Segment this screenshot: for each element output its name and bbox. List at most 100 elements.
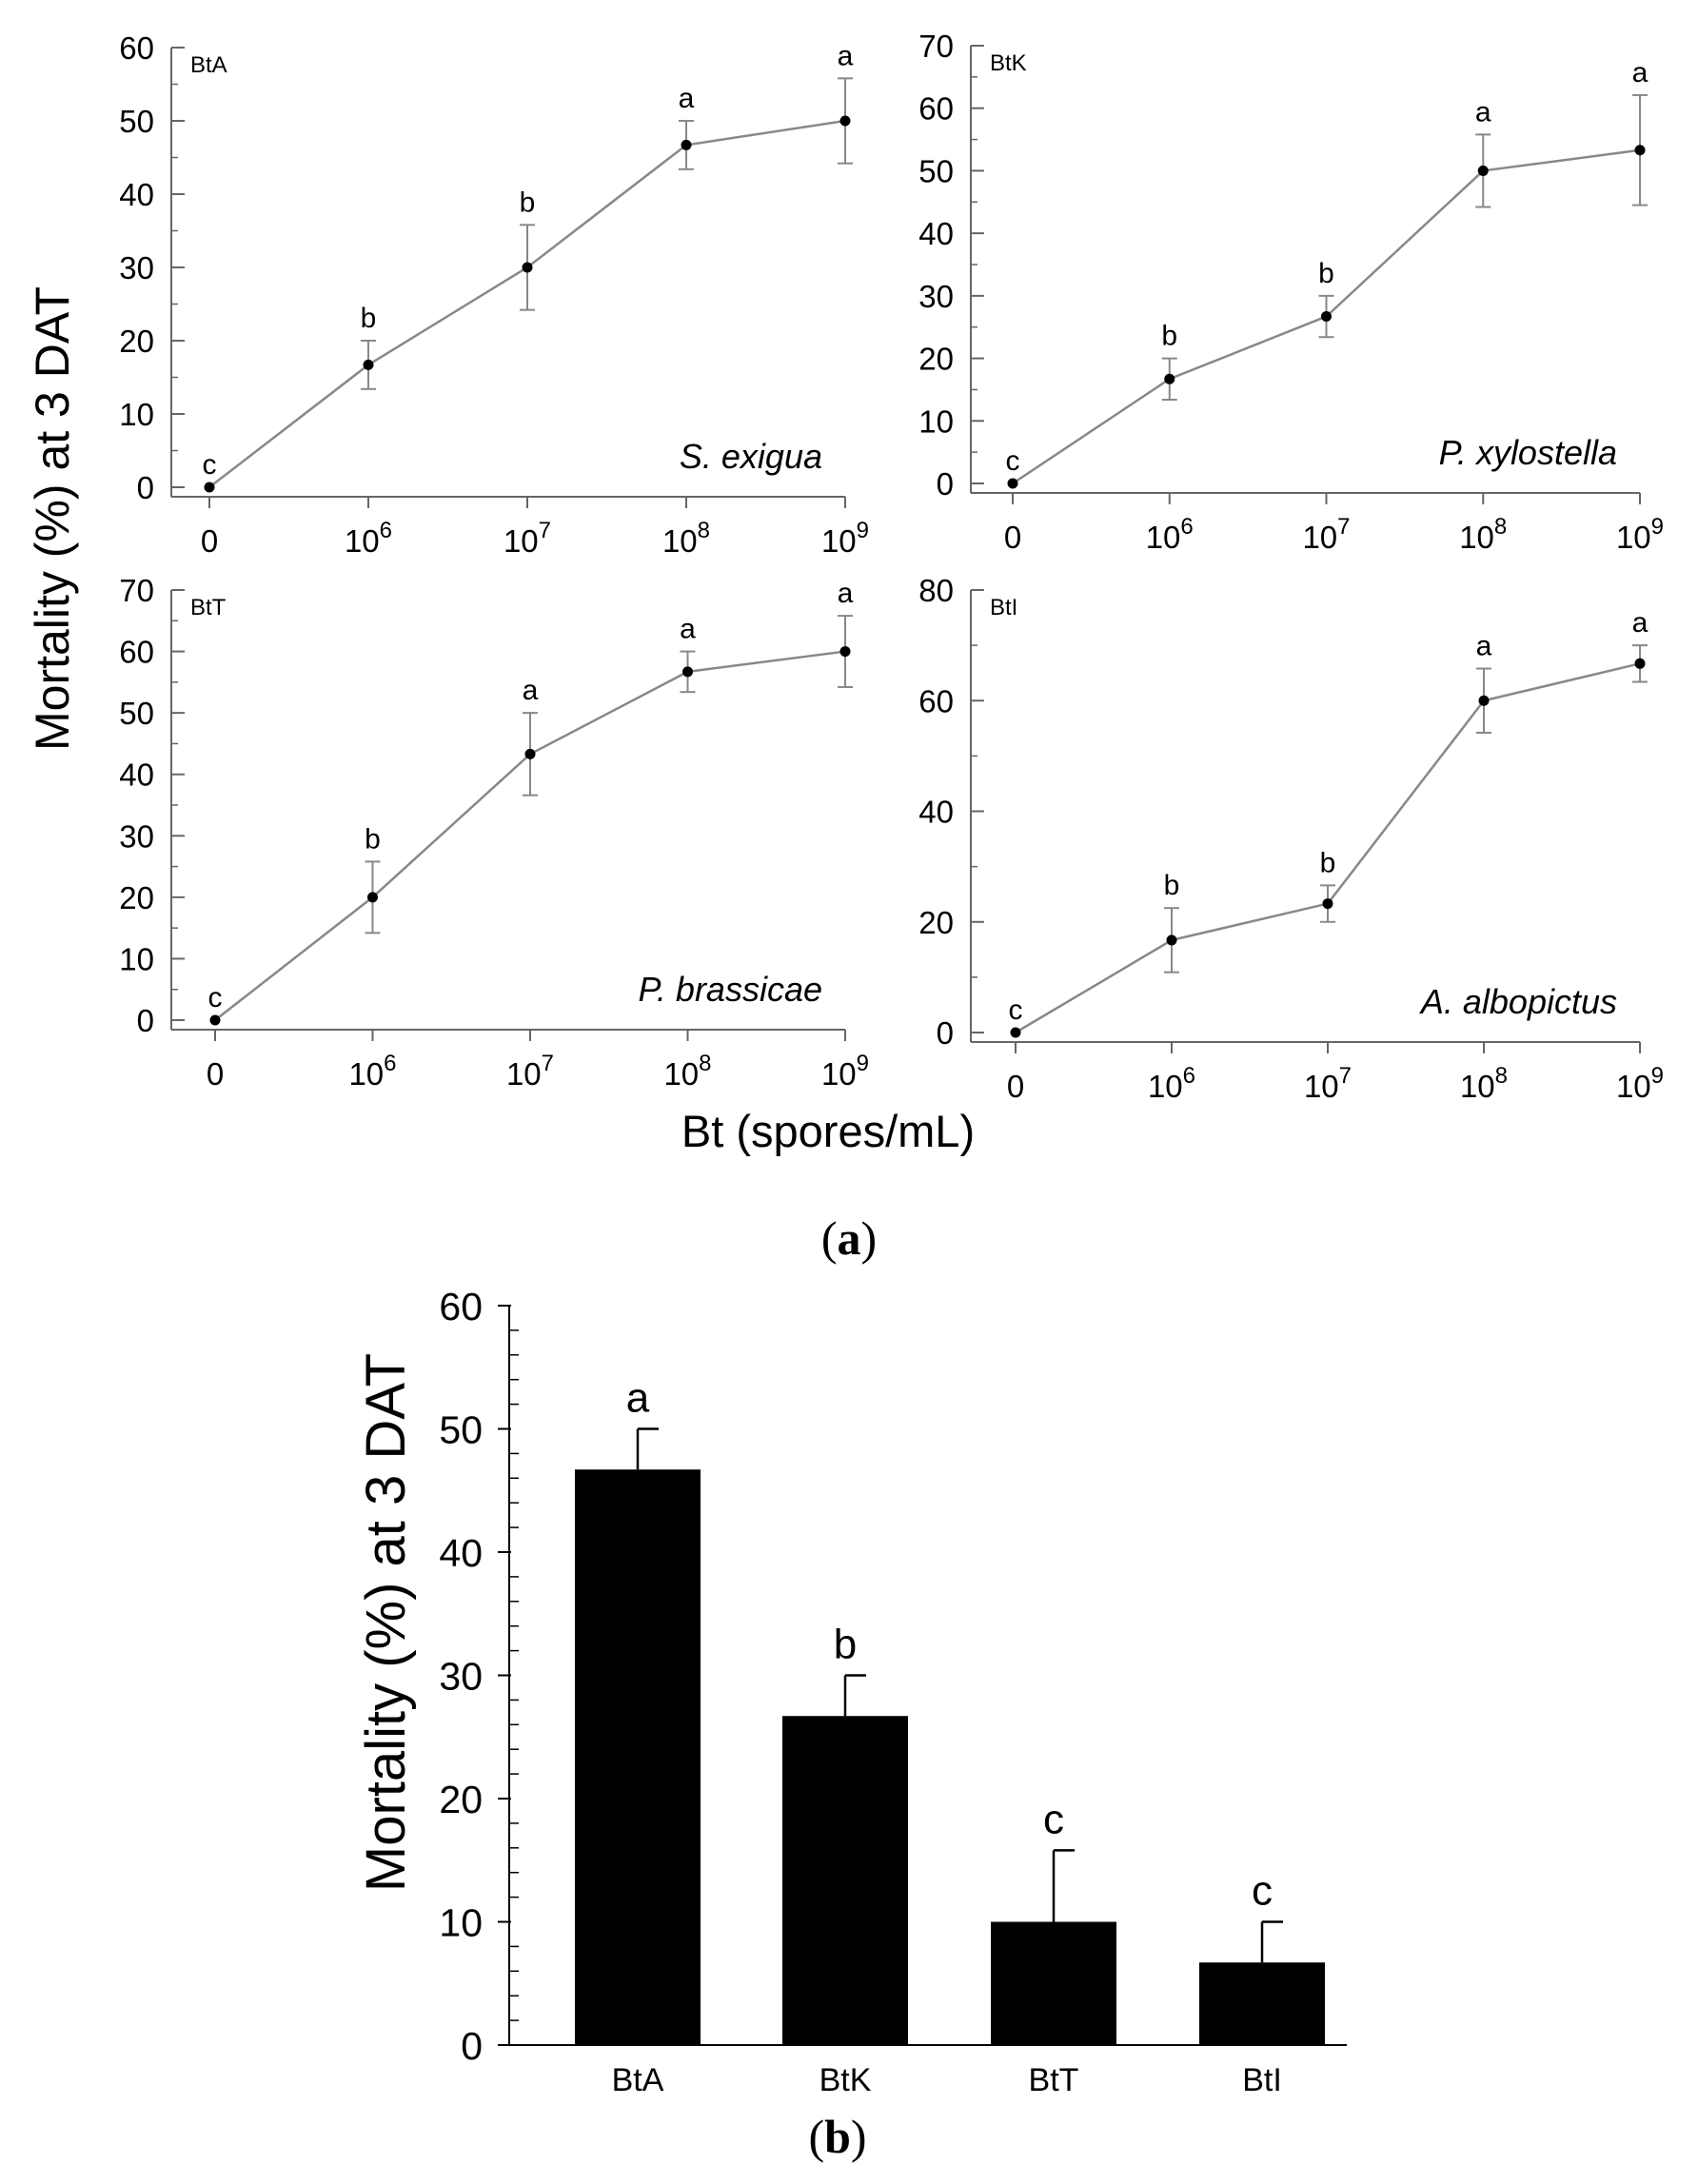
significance-letter: a xyxy=(838,578,854,609)
x-tick-label: 106 xyxy=(1146,514,1194,555)
data-point xyxy=(1321,311,1332,323)
y-tick-label: 10 xyxy=(119,941,154,976)
y-tick-label: 20 xyxy=(918,905,954,940)
x-tick-base: 0 xyxy=(1004,520,1021,555)
y-tick-label: 70 xyxy=(918,29,954,64)
y-tick-label: 60 xyxy=(918,91,954,127)
y-tick-label: 20 xyxy=(119,880,154,915)
y-tick-label: 10 xyxy=(918,403,954,439)
x-tick-label: 108 xyxy=(1459,514,1507,555)
significance-letter: b xyxy=(520,187,536,218)
y-tick-label: 20 xyxy=(439,1778,483,1821)
x-tick-base: 10 xyxy=(1146,520,1181,555)
x-tick-label: 109 xyxy=(821,518,869,559)
x-tick-exponent: 7 xyxy=(1337,514,1350,540)
x-tick-base: 10 xyxy=(1302,520,1337,555)
x-category-label: BtT xyxy=(1029,2062,1079,2098)
data-point xyxy=(1322,898,1333,910)
x-tick-exponent: 8 xyxy=(699,1051,711,1076)
data-point xyxy=(839,115,851,127)
y-tick-label: 40 xyxy=(119,177,154,212)
data-point xyxy=(524,748,536,759)
significance-letter: c xyxy=(1252,1868,1273,1915)
significance-letter: a xyxy=(679,83,695,114)
y-tick-label: 40 xyxy=(119,758,154,793)
significance-letter: b xyxy=(1320,847,1336,878)
data-point xyxy=(1166,935,1177,946)
significance-letter: b xyxy=(361,303,377,334)
x-category-label: BtI xyxy=(1242,2062,1282,2098)
y-tick-label: 60 xyxy=(119,635,154,670)
x-tick-label: 107 xyxy=(1304,1063,1352,1104)
significance-letter: a xyxy=(1632,607,1649,639)
strain-label: BtK xyxy=(990,50,1027,76)
significance-letter: a xyxy=(626,1375,650,1422)
species-label: A. albopictus xyxy=(1419,982,1617,1021)
data-point xyxy=(1477,165,1489,176)
y-tick-label: 60 xyxy=(439,1285,483,1328)
strain-label: BtI xyxy=(990,595,1017,620)
x-tick-exponent: 9 xyxy=(857,518,869,543)
bar-bti xyxy=(1199,1962,1325,2045)
significance-letter: a xyxy=(1475,96,1491,128)
x-tick-label: 108 xyxy=(663,1051,711,1092)
x-tick-base: 10 xyxy=(503,523,539,559)
x-tick-label: 107 xyxy=(503,518,551,559)
x-tick-exponent: 6 xyxy=(380,518,392,543)
y-tick-label: 60 xyxy=(918,683,954,718)
x-tick-label: 0 xyxy=(1004,520,1021,555)
x-tick-exponent: 7 xyxy=(1339,1063,1352,1089)
y-tick-label: 80 xyxy=(918,573,954,608)
y-tick-label: 0 xyxy=(461,2024,483,2068)
y-tick-label: 30 xyxy=(439,1655,483,1699)
significance-letter: c xyxy=(203,449,217,481)
data-point xyxy=(1164,373,1175,384)
data-point xyxy=(1007,478,1018,489)
significance-letter: a xyxy=(838,40,854,71)
x-tick-base: 0 xyxy=(207,1056,224,1092)
strain-label: BtT xyxy=(190,595,227,620)
x-tick-base: 10 xyxy=(662,523,698,559)
x-tick-base: 10 xyxy=(348,1056,384,1092)
x-category-label: BtK xyxy=(819,2062,872,2098)
strain-label: BtA xyxy=(190,52,227,78)
significance-letter: b xyxy=(1164,870,1180,901)
x-tick-exponent: 6 xyxy=(1183,1063,1195,1089)
x-tick-base: 10 xyxy=(663,1056,699,1092)
y-tick-label: 20 xyxy=(119,324,154,359)
species-label: S. exigua xyxy=(680,437,822,476)
y-tick-label: 0 xyxy=(137,1003,154,1038)
x-tick-exponent: 6 xyxy=(384,1051,396,1076)
x-tick-base: 0 xyxy=(1007,1069,1024,1104)
x-tick-base: 10 xyxy=(821,1056,857,1092)
y-tick-label: 30 xyxy=(119,250,154,285)
data-point xyxy=(209,1014,221,1026)
x-tick-label: 106 xyxy=(348,1051,396,1092)
y-tick-label: 30 xyxy=(918,279,954,314)
y-tick-label: 50 xyxy=(119,104,154,139)
bar-btk xyxy=(782,1716,908,2045)
x-tick-base: 10 xyxy=(1460,1069,1495,1104)
x-tick-exponent: 7 xyxy=(539,518,551,543)
data-point xyxy=(1634,658,1646,669)
x-tick-exponent: 9 xyxy=(1651,1063,1664,1089)
x-tick-base: 0 xyxy=(201,523,218,559)
shared-y-axis-label: Mortality (%) at 3 DAT xyxy=(26,286,79,751)
x-tick-exponent: 8 xyxy=(1494,514,1507,540)
panel-b-label: (b) xyxy=(808,2110,866,2163)
y-tick-label: 40 xyxy=(918,795,954,830)
y-tick-label: 70 xyxy=(119,573,154,608)
x-tick-base: 10 xyxy=(1616,1069,1651,1104)
x-tick-exponent: 9 xyxy=(857,1051,869,1076)
x-tick-base: 10 xyxy=(821,523,857,559)
y-tick-label: 50 xyxy=(439,1408,483,1452)
x-category-label: BtA xyxy=(612,2062,664,2098)
y-tick-label: 20 xyxy=(918,342,954,377)
y-tick-label: 0 xyxy=(137,470,154,505)
y-tick-label: 10 xyxy=(439,1901,483,1945)
